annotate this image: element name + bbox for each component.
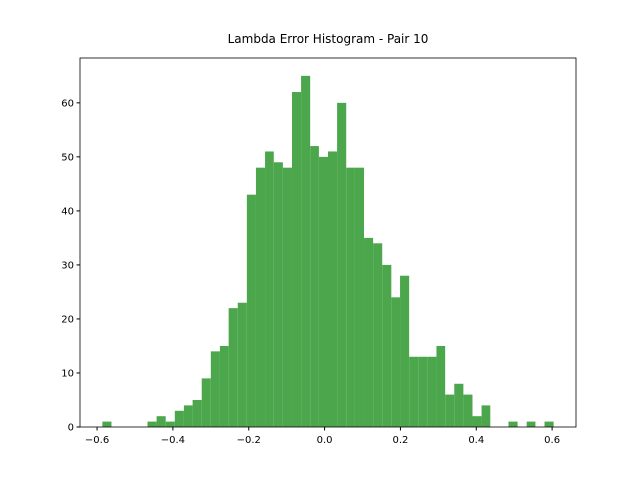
bar — [228, 308, 238, 427]
bar — [463, 394, 473, 427]
bar — [183, 405, 193, 427]
bar — [472, 416, 482, 427]
bar — [337, 102, 347, 428]
x-tick-label: −0.2 — [237, 435, 261, 446]
bar — [373, 243, 383, 427]
x-tick-label: −0.4 — [161, 435, 185, 446]
y-tick-label: 0 — [68, 423, 74, 434]
bar — [328, 151, 338, 428]
bar — [156, 416, 166, 427]
bar — [246, 194, 256, 427]
y-tick-label: 50 — [61, 152, 74, 163]
plot-frame — [79, 57, 577, 428]
bar — [165, 421, 175, 427]
x-tick-label: 0.0 — [317, 435, 333, 446]
bar — [354, 167, 365, 427]
bar — [445, 394, 455, 427]
x-tick-label: 0.4 — [468, 435, 484, 446]
x-tick-label: 0.6 — [544, 435, 560, 446]
bar — [382, 264, 392, 427]
bar — [210, 351, 220, 427]
bar — [291, 92, 302, 427]
bar — [346, 167, 355, 427]
bar — [409, 356, 419, 427]
bar — [282, 167, 292, 427]
bar — [526, 421, 536, 427]
bar — [174, 410, 184, 427]
bar — [544, 421, 554, 427]
chart-title: Lambda Error Histogram - Pair 10 — [228, 32, 429, 46]
bar — [219, 345, 229, 427]
bar — [102, 421, 112, 427]
y-tick-label: 30 — [61, 260, 74, 271]
bar — [192, 399, 202, 427]
y-tick-label: 60 — [61, 98, 74, 109]
y-tick-label: 40 — [61, 206, 74, 217]
x-tick-label: −0.6 — [85, 435, 109, 446]
bar — [301, 75, 311, 427]
bar — [265, 151, 274, 428]
bar — [436, 345, 446, 427]
bar — [318, 156, 328, 427]
bar — [273, 162, 283, 427]
bar — [201, 378, 211, 427]
bar — [237, 302, 247, 427]
bar — [391, 297, 401, 427]
bar — [508, 421, 518, 427]
bar — [454, 383, 464, 427]
bar — [427, 356, 437, 427]
bar — [481, 405, 491, 427]
bar — [418, 356, 428, 427]
x-tick-label: 0.2 — [392, 435, 408, 446]
bar — [364, 237, 374, 427]
bar — [255, 167, 266, 427]
bar — [147, 421, 157, 427]
bar — [400, 275, 410, 427]
bar — [310, 146, 319, 427]
y-tick-label: 10 — [61, 368, 74, 379]
y-tick-label: 20 — [61, 314, 74, 325]
